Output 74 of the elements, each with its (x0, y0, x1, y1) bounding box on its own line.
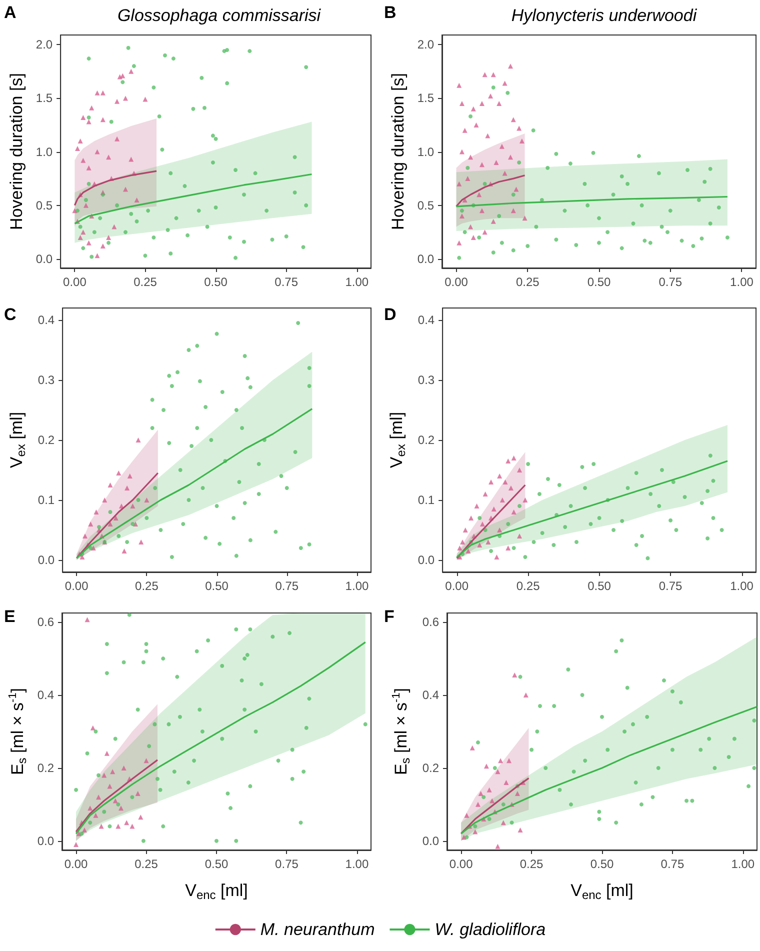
y-tick-label: 0.1 (418, 493, 435, 507)
y-tick-label: 0.5 (417, 198, 434, 212)
y-tick-label: 0.4 (422, 688, 440, 702)
y-tick-label: 0.0 (37, 834, 54, 848)
x-tick-label: 0.00 (64, 579, 89, 593)
y-tick-label: 2.0 (417, 38, 434, 52)
text: D (384, 305, 396, 324)
y-axis-title: Es [ml × s-1] (7, 688, 29, 776)
y-tick-label: 0.2 (418, 433, 435, 447)
y-tick-label: 0.0 (417, 252, 434, 266)
y-axis-title: Vex [ml] (7, 412, 28, 468)
y-tick-label: 0.0 (418, 553, 435, 567)
x-tick-label: 0.75 (274, 275, 298, 289)
x-tick-label: 0.00 (64, 857, 88, 871)
y-axis-title: Hovering duration [s] (7, 73, 26, 230)
y-tick-label: 1.0 (36, 144, 53, 159)
x-tick-label: 0.50 (204, 857, 228, 871)
x-tick-label: 0.50 (590, 857, 614, 871)
y-tick-label: 0.1 (38, 493, 55, 507)
y-axis-title: Vex [ml] (387, 412, 408, 468)
x-tick-label: 1.00 (731, 857, 755, 871)
y-tick-label: 0.2 (38, 433, 55, 447)
y-tick-label: 0.6 (37, 615, 54, 630)
y-tick-label: 0.0 (36, 252, 53, 266)
x-tick-label: 1.00 (345, 579, 369, 593)
x-tick-label: 0.25 (135, 579, 159, 593)
x-tick-label: 0.50 (205, 579, 229, 593)
chart-title: Glossophaga commissarisi (117, 6, 322, 25)
y-tick-label: 0.4 (38, 313, 55, 327)
y-axis-title: Es [ml × s-1] (390, 688, 412, 776)
x-tick-label: 0.00 (63, 275, 87, 289)
y-tick-label: 2.0 (36, 38, 53, 52)
x-tick-label: 1.00 (730, 275, 754, 289)
x-tick-label: 0.00 (449, 857, 474, 871)
x-tick-label: 0.75 (658, 579, 683, 593)
x-tick-label: 0.50 (204, 275, 228, 289)
x-tick-label: 0.50 (588, 579, 612, 593)
y-tick-label: 0.3 (418, 373, 435, 387)
x-tick-label: 0.25 (516, 275, 540, 289)
text: E (4, 607, 16, 626)
y-tick-label: 0.2 (422, 760, 440, 775)
x-tick-label: 0.00 (444, 275, 468, 289)
text: A (4, 3, 16, 22)
legend-label: M. neuranthum (260, 920, 375, 939)
y-tick-label: 1.0 (417, 144, 434, 159)
x-tick-label: 1.00 (345, 275, 369, 289)
y-tick-label: 0.6 (422, 615, 440, 630)
x-tick-label: 0.25 (520, 857, 544, 871)
text: F (384, 607, 394, 626)
x-tick-label: 1.00 (345, 857, 369, 871)
chart-title: Hylonycteris underwoodi (511, 6, 698, 25)
x-tick-label: 0.25 (134, 275, 158, 289)
y-tick-label: 0.5 (36, 198, 53, 212)
x-tick-label: 0.50 (587, 275, 611, 289)
y-tick-label: 0.3 (38, 373, 55, 387)
legend-label: W. gladioliflora (434, 920, 546, 939)
y-axis-title: Hovering duration [s] (388, 73, 408, 230)
y-tick-label: 0.4 (37, 688, 54, 702)
y-tick-label: 0.0 (38, 553, 55, 567)
x-tick-label: 0.75 (660, 857, 684, 871)
x-tick-label: 0.75 (658, 275, 682, 289)
y-tick-label: 0.4 (418, 313, 435, 327)
y-tick-label: 0.2 (37, 760, 54, 775)
text: C (4, 305, 16, 324)
y-tick-label: 1.5 (417, 91, 434, 106)
x-tick-label: 0.25 (516, 579, 540, 593)
y-tick-label: 0.0 (422, 834, 440, 848)
y-tick-label: 1.5 (36, 91, 53, 106)
x-tick-label: 0.25 (134, 857, 158, 871)
x-tick-label: 0.75 (275, 857, 299, 871)
x-tick-label: 1.00 (730, 579, 754, 593)
x-tick-label: 0.00 (445, 579, 469, 593)
text: B (384, 3, 396, 22)
x-tick-label: 0.75 (275, 579, 299, 593)
